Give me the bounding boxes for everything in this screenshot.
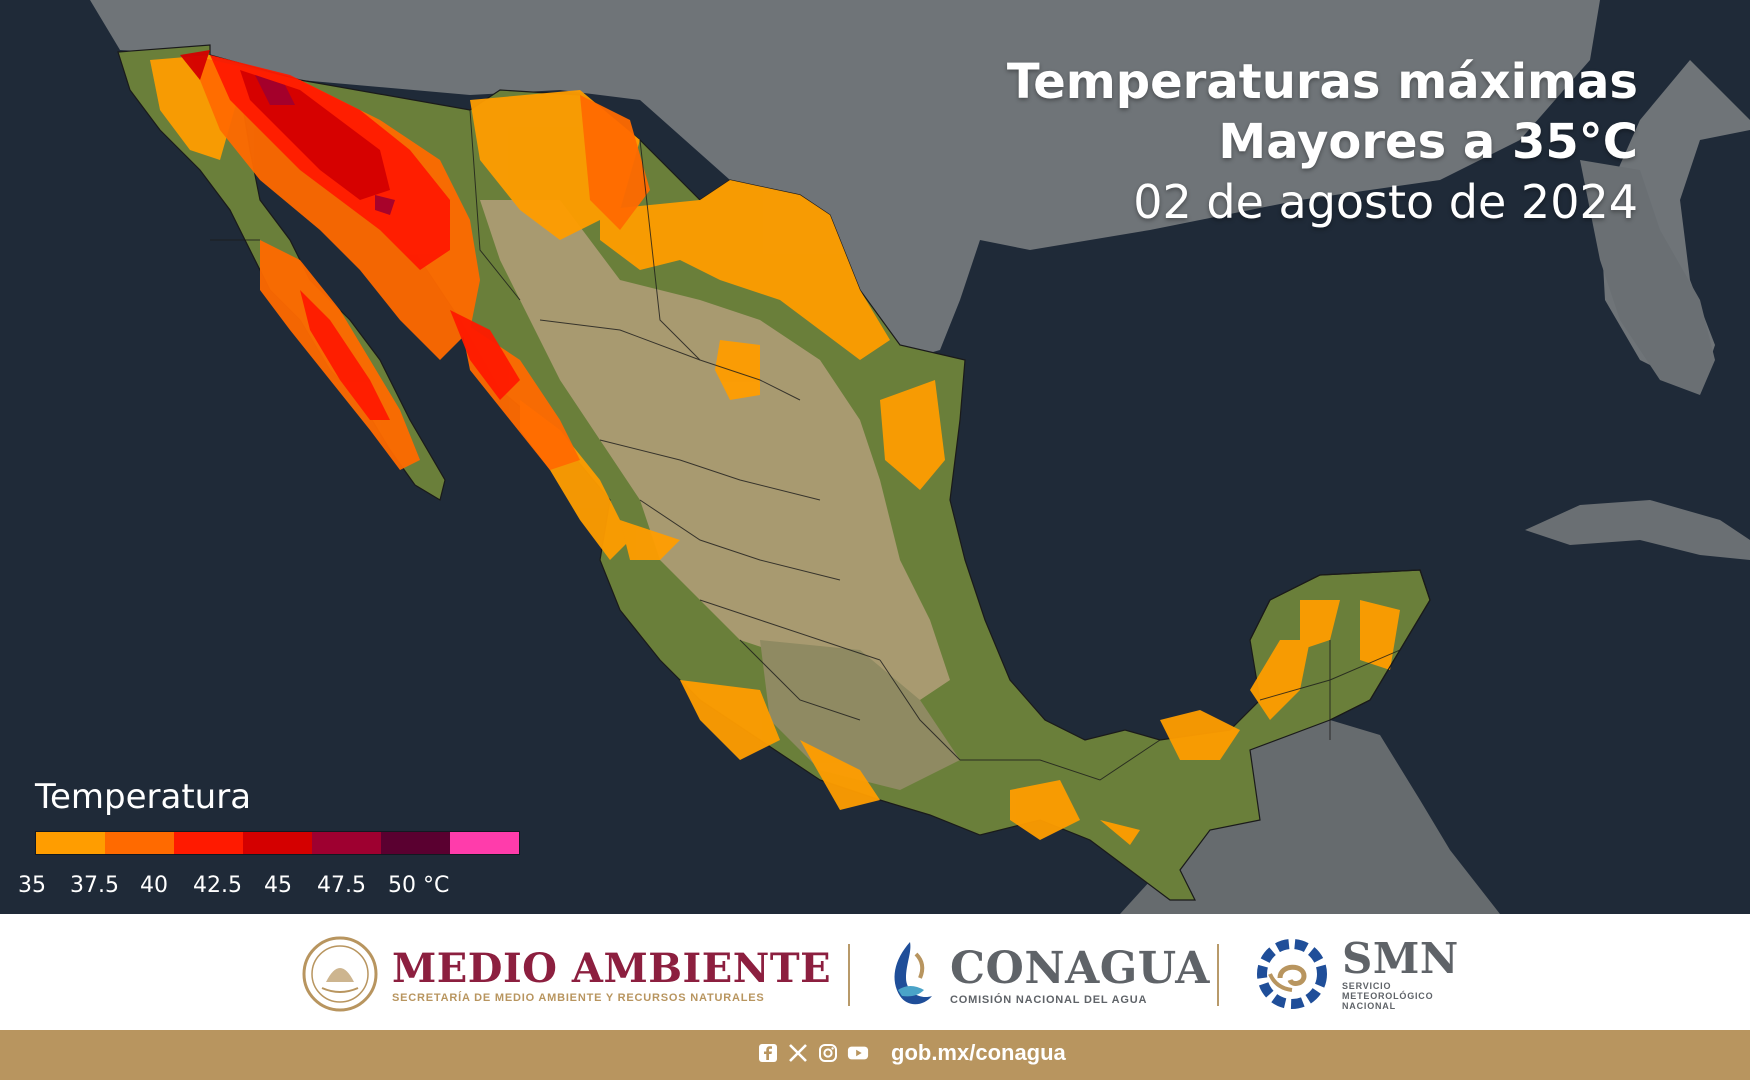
legend-tick-label: 40 xyxy=(140,873,168,898)
central-america-land xyxy=(1120,720,1500,914)
legend-tick-labels: 35 37.5 40 42.5 45 47.5 50 °C xyxy=(18,872,538,902)
youtube-icon[interactable] xyxy=(847,1042,869,1064)
smn-subtitle-2: METEOROLÓGICO xyxy=(1342,991,1434,1001)
legend-swatch xyxy=(243,832,312,854)
legend-color-bar xyxy=(35,831,520,855)
legend-tick-label: 47.5 xyxy=(317,873,366,898)
smn-subtitle-1: SERVICIO xyxy=(1342,981,1392,991)
logo-separator xyxy=(848,944,850,1006)
legend-swatch xyxy=(312,832,381,854)
yucatan-outline xyxy=(1249,569,1431,721)
conagua-title: CONAGUA xyxy=(950,942,1210,994)
social-links: gob.mx/conagua xyxy=(757,1040,1066,1066)
legend-swatch xyxy=(174,832,243,854)
smn-sun-icon xyxy=(1257,939,1327,1009)
national-seal-icon xyxy=(302,936,378,1012)
florida-land xyxy=(1580,160,1715,395)
smn-subtitle-3: NACIONAL xyxy=(1342,1001,1396,1011)
legend-swatch xyxy=(450,832,519,854)
facebook-icon[interactable] xyxy=(757,1042,779,1064)
temp-45-47-5 xyxy=(255,75,395,215)
date-line: 02 de agosto de 2024 xyxy=(1133,175,1638,229)
title-line-2: Mayores a 35°C xyxy=(1218,114,1638,170)
conagua-subtitle: COMISIÓN NACIONAL DEL AGUA xyxy=(950,993,1148,1006)
legend-swatch xyxy=(36,832,105,854)
state-borders xyxy=(210,109,1401,781)
legend-tick-label: 45 xyxy=(264,873,292,898)
map-canvas xyxy=(90,0,1750,914)
medio-ambiente-subtitle: SECRETARÍA DE MEDIO AMBIENTE Y RECURSOS … xyxy=(392,991,765,1004)
legend-title: Temperatura xyxy=(35,777,252,817)
title-line-1: Temperaturas máximas xyxy=(1006,54,1638,110)
legend-swatch xyxy=(105,832,174,854)
legend-tick-label: 35 xyxy=(18,873,46,898)
footer-logos: MEDIO AMBIENTE SECRETARÍA DE MEDIO AMBIE… xyxy=(0,914,1750,1030)
legend-tick-label: 42.5 xyxy=(193,873,242,898)
cuba-land xyxy=(1525,500,1750,560)
footer-bar: gob.mx/conagua xyxy=(0,1030,1750,1080)
central-plateau xyxy=(480,200,950,700)
temperature-map: Temperaturas máximas Mayores a 35°C 02 d… xyxy=(18,0,1750,914)
legend-tick-label: 50 °C xyxy=(388,873,450,898)
logo-separator xyxy=(1217,944,1219,1006)
title-block: Temperaturas máximas Mayores a 35°C 02 d… xyxy=(1007,52,1638,232)
smn-title: SMN xyxy=(1342,934,1459,983)
medio-ambiente-title: MEDIO AMBIENTE xyxy=(392,944,832,992)
conagua-logo: CONAGUA COMISIÓN NACIONAL DEL AGUA xyxy=(880,934,1210,1014)
legend-swatch xyxy=(381,832,450,854)
x-icon[interactable] xyxy=(787,1042,809,1064)
instagram-icon[interactable] xyxy=(817,1042,839,1064)
conagua-wave-icon xyxy=(894,942,932,1005)
site-url-link[interactable]: gob.mx/conagua xyxy=(891,1040,1066,1065)
legend-tick-label: 37.5 xyxy=(70,873,119,898)
smn-logo: SMN SERVICIO METEOROLÓGICO NACIONAL xyxy=(1252,934,1459,1014)
medio-ambiente-logo: MEDIO AMBIENTE SECRETARÍA DE MEDIO AMBIE… xyxy=(300,934,831,1014)
usa-land xyxy=(90,0,1750,390)
